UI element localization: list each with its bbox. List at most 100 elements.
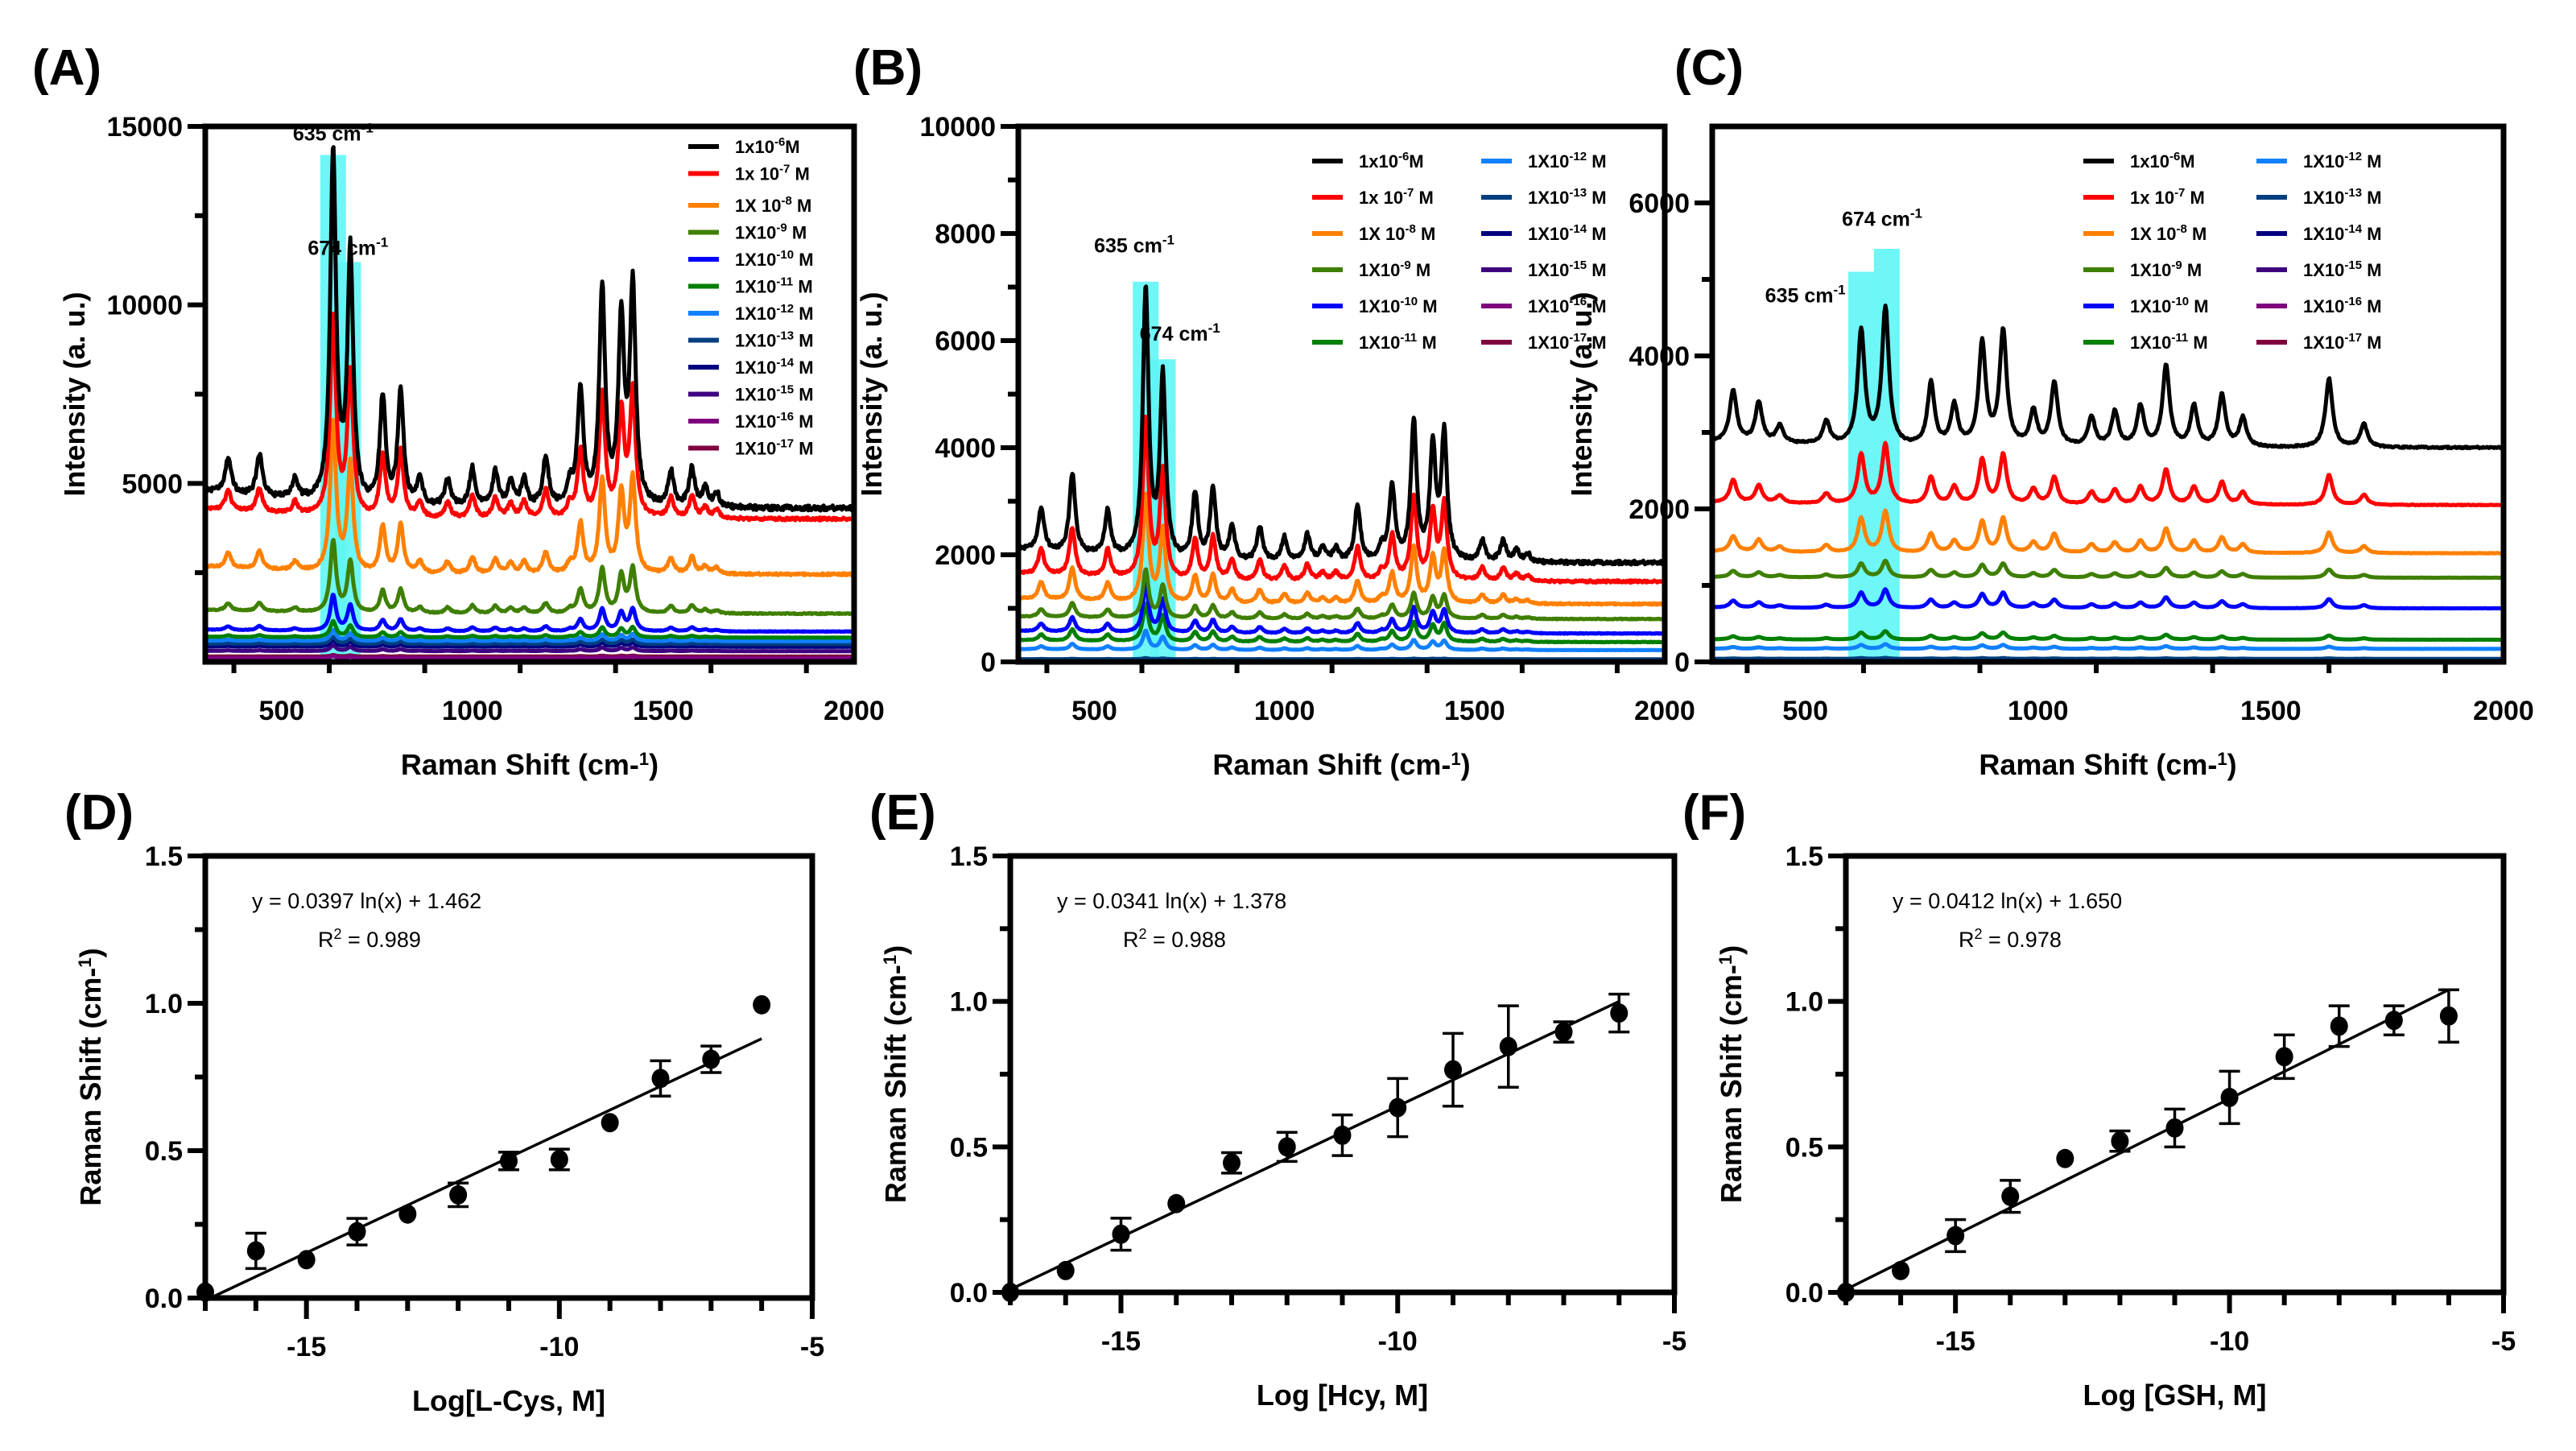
legend-exponent: -14 bbox=[776, 356, 794, 370]
legend-label: 1x10-6M bbox=[2130, 150, 2195, 172]
legend-item: 1x10-6M bbox=[688, 135, 800, 157]
y-tick-label: 0 bbox=[1674, 647, 1690, 678]
x-axis-title-close: ) bbox=[2227, 748, 2237, 781]
legend-exponent: -10 bbox=[2171, 295, 2189, 308]
spectrum-line bbox=[1712, 655, 2504, 661]
data-point bbox=[601, 1113, 619, 1133]
x-tick-label: -15 bbox=[287, 1332, 326, 1362]
y-tick-label: 0.5 bbox=[950, 1132, 988, 1163]
legend-label: 1x 10-7 M bbox=[735, 163, 810, 184]
marker bbox=[2056, 1148, 2074, 1168]
y-axis-title-close: ) bbox=[74, 948, 107, 957]
legend-exponent: -15 bbox=[776, 383, 794, 397]
panel-label: (E) bbox=[869, 785, 936, 841]
legend-base: 1X10 bbox=[1528, 333, 1569, 353]
spectrum-line bbox=[1712, 629, 2504, 642]
legend-unit: M bbox=[2189, 296, 2208, 316]
x-tick-label: -5 bbox=[800, 1332, 824, 1362]
legend-item: 1X10-10 M bbox=[2083, 295, 2209, 316]
y-tick-label: 1.5 bbox=[145, 841, 183, 872]
data-point bbox=[2164, 1107, 2186, 1149]
legend-label: 1X10-15 M bbox=[1528, 258, 1607, 280]
spectrum-line bbox=[205, 145, 854, 513]
plot-frame bbox=[1007, 853, 1678, 1296]
legend-unit: M bbox=[2188, 333, 2207, 353]
data-point bbox=[1443, 1031, 1463, 1108]
legend-label: 1X10-17 M bbox=[1528, 331, 1607, 353]
data-point bbox=[650, 1059, 671, 1098]
data-point bbox=[548, 1147, 570, 1172]
legend-exponent: -17 bbox=[776, 437, 794, 451]
legend-label: 1X10-9 M bbox=[1359, 258, 1430, 280]
peak-annotation-text: 674 cm bbox=[1842, 209, 1910, 231]
peak-annotation-sup: -1 bbox=[1833, 283, 1845, 298]
legend-base: 1X10 bbox=[2303, 296, 2344, 316]
y-axis-title-close: ) bbox=[879, 945, 912, 955]
marker bbox=[651, 1069, 670, 1089]
x-tick-label: 1000 bbox=[2008, 696, 2069, 726]
legend-label: 1X10-12 M bbox=[2303, 150, 2382, 172]
marker bbox=[1167, 1193, 1186, 1213]
legend-label: 1X10-10 M bbox=[1359, 295, 1438, 316]
spectrum-line bbox=[205, 593, 854, 635]
data-point bbox=[753, 994, 771, 1015]
legend-label: 1x10-6M bbox=[735, 135, 800, 157]
y-tick-label: 0.5 bbox=[1785, 1132, 1823, 1163]
fit-line bbox=[1845, 988, 2450, 1291]
x-axis-title: Raman Shift (cm-1) bbox=[1979, 748, 2236, 781]
legend-unit: M bbox=[794, 304, 813, 324]
legend-exponent: -15 bbox=[1569, 258, 1587, 272]
legend-item: 1X10-16 M bbox=[1481, 295, 1607, 316]
legend-base: 1x10 bbox=[1359, 151, 1398, 172]
spectrum-line bbox=[1712, 558, 2504, 581]
legend-item: 1x10-6M bbox=[2083, 150, 2195, 172]
x-axis-title: Raman Shift (cm-1) bbox=[1212, 748, 1470, 781]
fit-line bbox=[209, 1037, 762, 1300]
legend-unit: M bbox=[793, 277, 812, 297]
legend-item: 1X10-15 M bbox=[688, 383, 814, 405]
legend-exponent: -7 bbox=[2174, 186, 2185, 200]
marker bbox=[1946, 1226, 1965, 1246]
marker bbox=[1056, 1260, 1075, 1280]
legend-base: 1X10 bbox=[2303, 151, 2344, 172]
peak-annotation-text: 635 cm bbox=[1094, 234, 1162, 257]
legend-item: 1X10-10 M bbox=[688, 248, 814, 270]
legend-base: 1x10 bbox=[2130, 151, 2169, 172]
legend-exponent: -6 bbox=[2169, 150, 2180, 163]
marker bbox=[398, 1204, 417, 1224]
marker bbox=[246, 1241, 265, 1261]
legend-item: 1X 10-8 M bbox=[1312, 222, 1435, 244]
legend-label: 1X10-11 M bbox=[735, 275, 813, 297]
peak-annotation-text: 635 cm bbox=[1765, 285, 1834, 308]
legend-label: 1X 10-8 M bbox=[1359, 222, 1435, 244]
legend-item: 1X10-16 M bbox=[688, 410, 814, 432]
data-point bbox=[1892, 1260, 1910, 1280]
x-tick-label: 2000 bbox=[2473, 696, 2534, 726]
spectrum-line bbox=[205, 635, 854, 647]
spectra-plot bbox=[205, 145, 854, 661]
x-axis-title-sup: 1 bbox=[1451, 749, 1460, 769]
legend-label: 1X10-17 M bbox=[735, 437, 814, 459]
y-tick-label: 0.0 bbox=[1785, 1278, 1823, 1308]
marker bbox=[753, 994, 771, 1015]
peak-annotation-sup: -1 bbox=[1162, 232, 1174, 247]
marker bbox=[550, 1149, 568, 1169]
legend-base: 1X10 bbox=[2303, 188, 2344, 208]
legend-label: 1x 10-7 M bbox=[2130, 186, 2205, 208]
r-squared-value: = 0.978 bbox=[1983, 928, 2062, 952]
legend-exponent: -9 bbox=[1400, 258, 1410, 272]
legend-unit: M bbox=[2362, 151, 2381, 172]
legend-base: 1X10 bbox=[1528, 296, 1569, 316]
legend-label: 1x10-6M bbox=[1359, 150, 1424, 172]
legend-item: 1x 10-7 M bbox=[2083, 186, 2205, 208]
legend-label: 1X10-11 M bbox=[1359, 331, 1437, 353]
legend-item: 1X10-14 M bbox=[1481, 222, 1607, 244]
x-tick-label: 1500 bbox=[633, 696, 694, 726]
legend-base: 1X10 bbox=[1359, 333, 1400, 353]
y-tick-label: 1.0 bbox=[950, 987, 988, 1018]
y-tick-label: 2000 bbox=[935, 540, 996, 571]
legend-item: 1X10-14 M bbox=[688, 356, 814, 378]
